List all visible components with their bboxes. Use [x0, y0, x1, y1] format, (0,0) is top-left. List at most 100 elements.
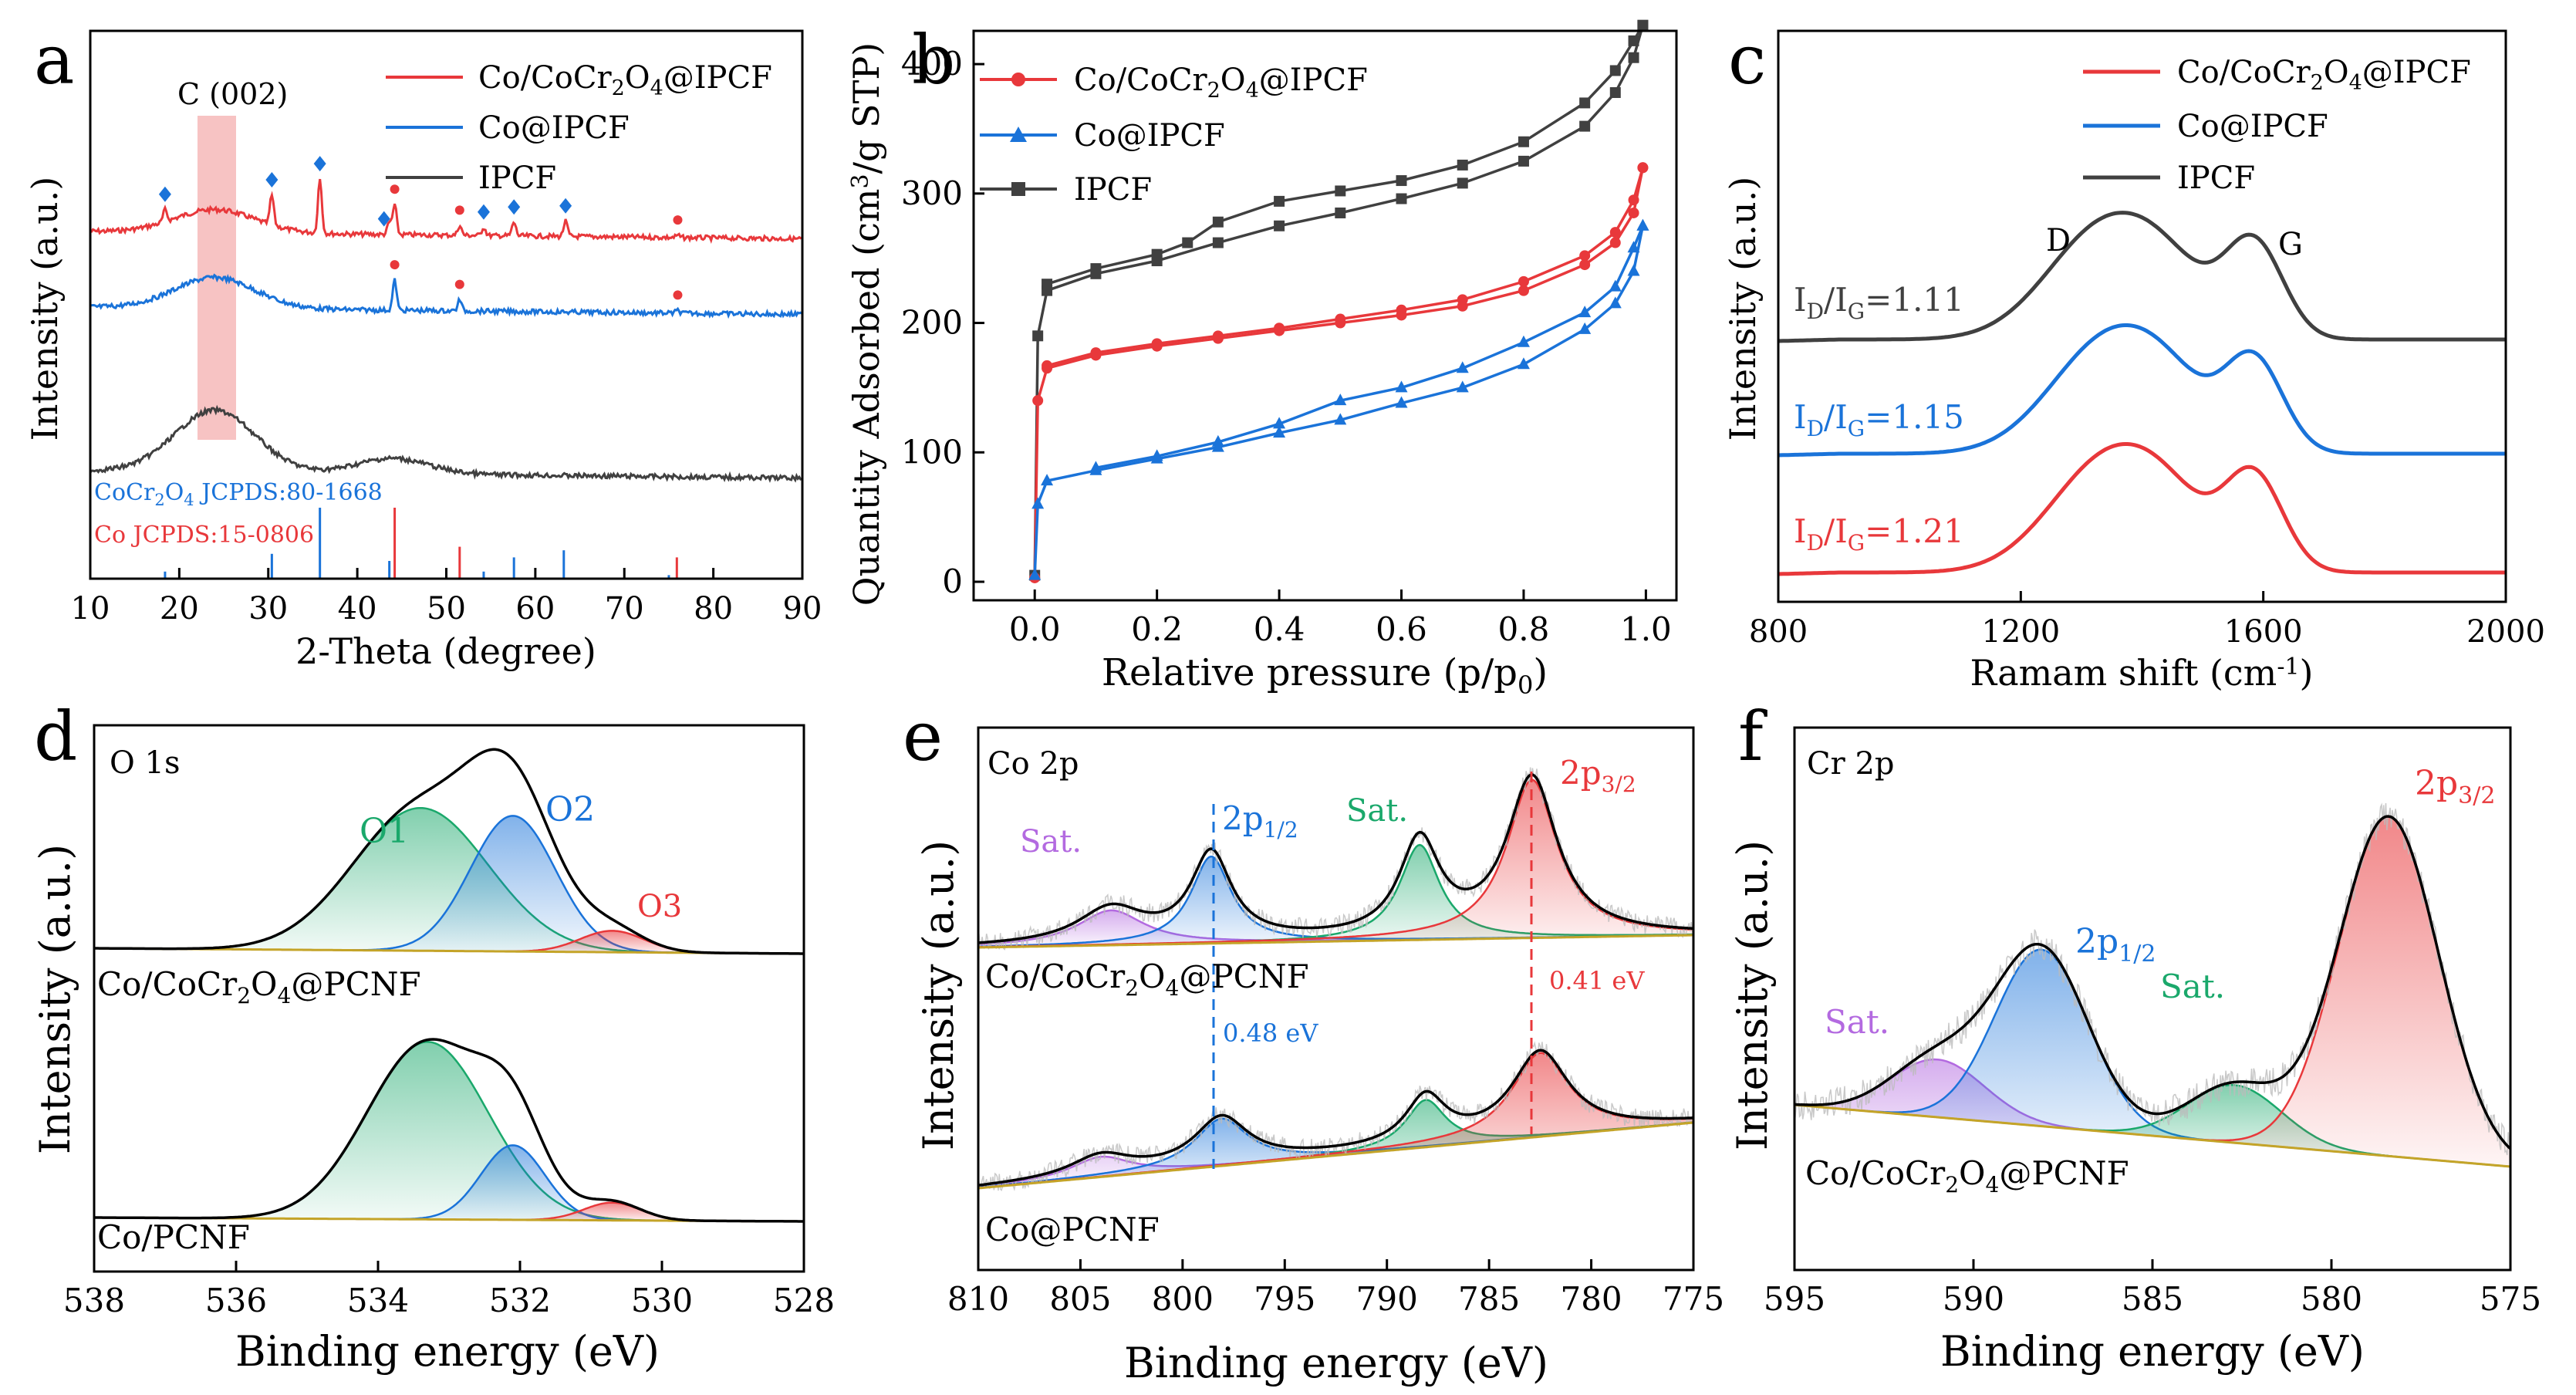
- xlabel-e: Binding energy (eV): [1124, 1339, 1548, 1387]
- square-marker: [1457, 177, 1468, 189]
- x-tick-label: 2000: [2466, 614, 2545, 650]
- ratio-co: ID/IG=1.15: [1794, 398, 1964, 441]
- y-tick-label: 300: [901, 174, 963, 212]
- xlabel-d: Binding energy (eV): [235, 1327, 660, 1376]
- xrd-curve-dark: [89, 404, 802, 483]
- x-tick-label: 810: [947, 1280, 1009, 1318]
- square-marker: [1182, 237, 1193, 248]
- component-fill: [1794, 816, 2510, 1167]
- dot-marker: [390, 184, 400, 194]
- x-tick-label: 800: [1152, 1280, 1214, 1318]
- ratio-cocr: ID/IG=1.21: [1794, 512, 1964, 556]
- diamond-marker: [313, 156, 326, 172]
- sat-label-e1: Sat.: [1020, 824, 1082, 860]
- triangle-marker: [1395, 380, 1408, 393]
- axis-ticks-b: 0.0 0.2 0.4 0.6 0.8 1.0 0 100 200 300 400: [901, 45, 1672, 648]
- dot-marker: [1518, 275, 1529, 287]
- panel-letter-a: a: [34, 20, 74, 100]
- envelope-line: [977, 773, 1694, 944]
- dot-marker: [1212, 330, 1224, 342]
- x-tick-label: 0.0: [1009, 610, 1061, 648]
- square-marker: [1274, 195, 1285, 207]
- x-tick-label: 775: [1663, 1280, 1724, 1318]
- blue-desorption-line: [1096, 225, 1645, 470]
- ylabel-d: Intensity (a.u.): [31, 844, 79, 1154]
- x-tick-label: 0.6: [1376, 610, 1427, 648]
- dot-marker: [1457, 294, 1468, 306]
- triangle-marker: [1041, 474, 1054, 486]
- x-tick-label: 20: [160, 591, 199, 627]
- legend-label-red-c: Co/CoCr2O4@IPCF: [2177, 55, 2471, 95]
- triangle-marker: [1636, 218, 1649, 231]
- component-fill: [94, 808, 804, 954]
- xrd-curves: [89, 156, 803, 483]
- legend-marker-red-b: [1011, 73, 1025, 86]
- triangle-marker: [1273, 426, 1286, 438]
- square-marker: [1579, 120, 1591, 132]
- sample-e1: Co/CoCr2O4@PCNF: [985, 958, 1309, 1001]
- component-fill: [978, 1052, 1693, 1188]
- core-level-f: Cr 2p: [1807, 746, 1895, 782]
- x-tick-label: 795: [1254, 1280, 1315, 1318]
- x-tick-label: 50: [427, 591, 466, 627]
- d-band-label: D: [2046, 223, 2071, 258]
- panel-letter-c: c: [1728, 20, 1766, 100]
- raman-curve-dark: [1778, 211, 2506, 343]
- x-tick-label: 528: [773, 1282, 835, 1319]
- ref-co-label: Co JCPDS:15-0806: [94, 522, 314, 549]
- x-ticks-a: 10 20 30 40 50 60 70 80 90: [71, 568, 822, 627]
- x-tick-label: 575: [2480, 1280, 2541, 1318]
- sat-label-f2: Sat.: [2160, 968, 2225, 1005]
- x-tick-label: 60: [515, 591, 555, 627]
- legend-marker-blue-b: [1010, 127, 1027, 142]
- raman-curve-red: [1778, 442, 2506, 576]
- x-tick-label: 1.0: [1620, 610, 1672, 648]
- x-tick-label: 780: [1560, 1280, 1622, 1318]
- isotherm-curves: [1028, 19, 1649, 583]
- panel-f: f Cr 2p Sat. Sat. 2p1/2 2p3/2 Co/CoCr2O4…: [1728, 697, 2541, 1376]
- triangle-marker: [1211, 434, 1224, 447]
- square-marker: [1518, 136, 1529, 147]
- y-tick-label: 100: [901, 433, 963, 471]
- frame-d: [93, 724, 805, 1273]
- o3-label: O3: [637, 889, 682, 924]
- co2p-spectra: [977, 767, 1694, 1192]
- square-marker: [1637, 19, 1649, 31]
- p12-label-e: 2p1/2: [1222, 799, 1298, 843]
- triangle-marker: [1334, 413, 1347, 425]
- shift-value-p32: 0.41 eV: [1549, 966, 1645, 995]
- legend-marker-dark-b: [1011, 182, 1025, 196]
- x-tick-label: 800: [1749, 614, 1808, 650]
- dot-marker: [1637, 162, 1649, 174]
- p12-label-f: 2p1/2: [2075, 922, 2156, 968]
- diamond-marker: [559, 198, 572, 214]
- core-level-e: Co 2p: [988, 746, 1079, 782]
- x-ticks-e: 810 805 800 795 790 785 780 775: [947, 1259, 1724, 1318]
- ylabel-a: Intensity (a.u.): [24, 177, 66, 441]
- panel-d: d O 1s O1 O2 O3 Co/CoCr2O4@PCNF Co/PCNF …: [31, 697, 835, 1376]
- x-tick-label: 532: [489, 1282, 551, 1319]
- square-marker: [1609, 65, 1621, 76]
- panel-letter-e: e: [903, 697, 943, 776]
- y-tick-label: 400: [901, 45, 963, 83]
- c002-label: C (002): [177, 77, 288, 111]
- square-marker: [1274, 220, 1285, 231]
- triangle-marker: [1578, 322, 1592, 334]
- panel-letter-b: b: [912, 20, 955, 100]
- dot-marker: [1274, 323, 1285, 334]
- ref-cocr2o4-label: CoCr2O4 JCPDS:80-1668: [94, 479, 383, 509]
- dot-marker: [1609, 227, 1621, 238]
- x-tick-label: 580: [2301, 1280, 2362, 1318]
- g-band-label: G: [2278, 227, 2303, 262]
- ylabel-e: Intensity (a.u.): [914, 840, 963, 1150]
- square-marker: [1335, 185, 1346, 197]
- red-adsorption-line: [1033, 167, 1645, 579]
- square-marker: [1212, 237, 1224, 248]
- x-ticks-c: 800 1200 1600 2000: [1749, 591, 2545, 650]
- x-tick-label: 790: [1356, 1280, 1418, 1318]
- x-tick-label: 80: [694, 591, 733, 627]
- o2-label: O2: [545, 790, 595, 829]
- legend-a: Co/CoCr2O4@IPCF Co@IPCF IPCF: [386, 60, 772, 196]
- p32-label-f: 2p3/2: [2415, 764, 2495, 809]
- panel-letter-d: d: [34, 697, 77, 776]
